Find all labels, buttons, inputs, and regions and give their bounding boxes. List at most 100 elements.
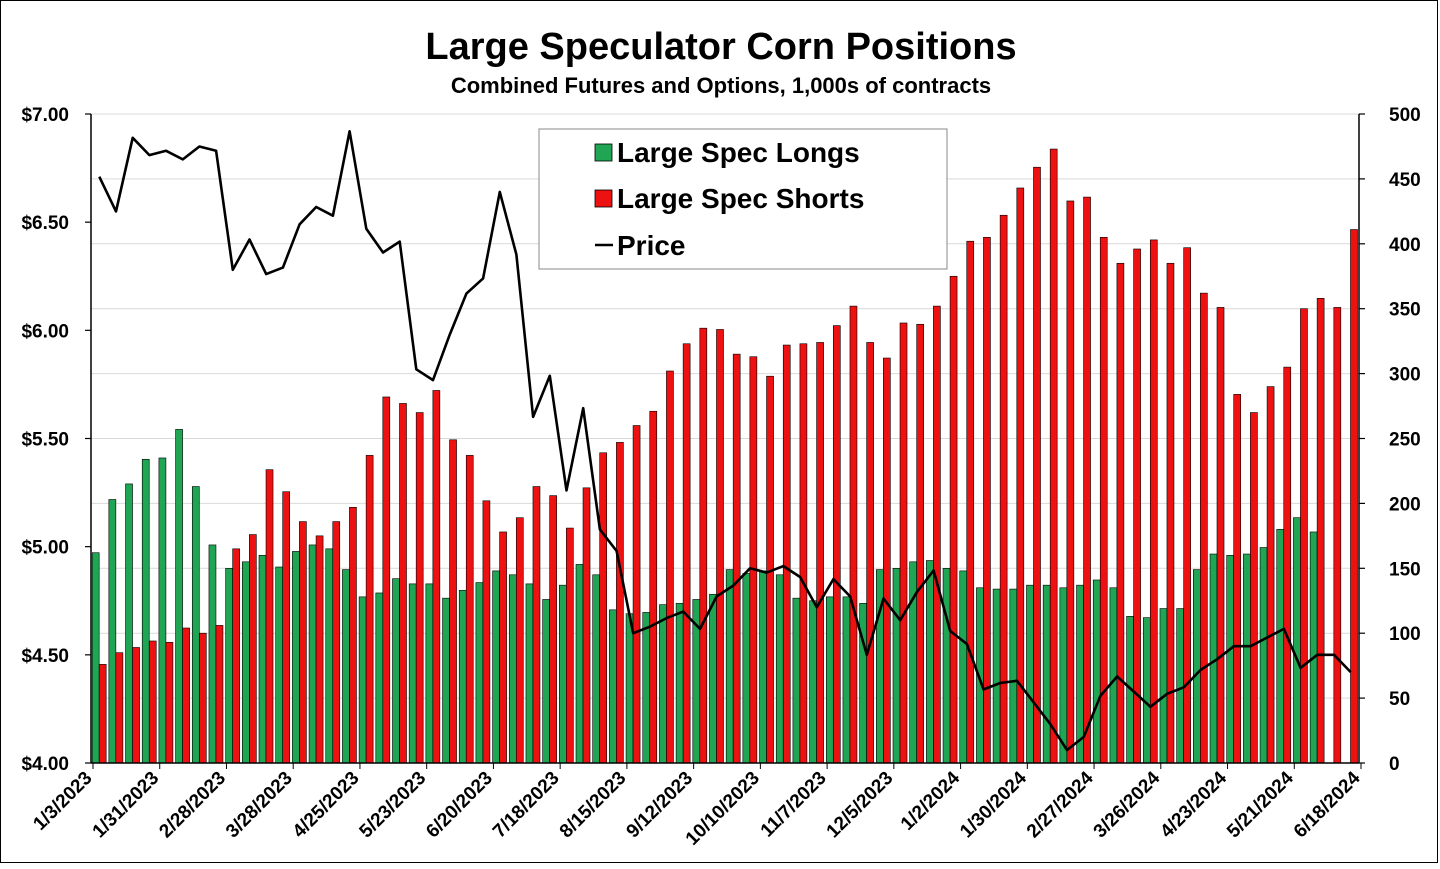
right-tick-label: 300	[1389, 365, 1421, 386]
bar-longs	[775, 574, 784, 764]
bar-shorts	[966, 240, 975, 764]
bar-longs	[108, 499, 117, 764]
bar-shorts	[866, 342, 874, 764]
bar-longs	[1042, 584, 1051, 764]
bar-longs	[458, 590, 467, 764]
bar-shorts	[1149, 239, 1158, 764]
bar-shorts	[849, 305, 858, 764]
bar-shorts	[165, 641, 174, 764]
bar-shorts	[1283, 366, 1292, 764]
bar-longs	[842, 596, 851, 764]
bar-longs	[1259, 547, 1268, 764]
left-tick-label: $5.00	[21, 538, 69, 559]
x-tick-label: 4/25/2023	[289, 768, 364, 843]
x-tick-label: 1/30/2024	[956, 767, 1031, 842]
bar-shorts	[1166, 262, 1175, 764]
bar-shorts	[599, 452, 608, 764]
bar-shorts	[732, 353, 741, 764]
bar-shorts	[916, 323, 925, 764]
bar-longs	[125, 483, 133, 764]
bar-longs	[792, 597, 801, 764]
bar-shorts	[566, 527, 574, 764]
bar-longs	[725, 569, 734, 764]
bar-longs	[892, 567, 901, 764]
bar-shorts	[666, 370, 674, 764]
bar-longs	[575, 564, 584, 764]
bar-longs	[1026, 584, 1034, 764]
bar-shorts	[249, 534, 257, 764]
left-tick-label: $4.00	[21, 754, 69, 775]
bar-longs	[1243, 553, 1251, 764]
bar-shorts	[649, 410, 658, 764]
bar-shorts	[282, 491, 291, 764]
bar-shorts	[816, 342, 824, 764]
legend-label-price: Price	[617, 230, 686, 261]
bar-longs	[392, 578, 400, 764]
right-tick-label: 100	[1389, 624, 1421, 645]
x-tick-label: 1/3/2023	[29, 768, 96, 835]
bar-shorts	[515, 517, 524, 764]
x-tick-label: 12/5/2023	[823, 768, 898, 843]
bar-shorts	[382, 396, 391, 764]
bar-longs	[1109, 587, 1118, 764]
bar-shorts	[1033, 166, 1041, 764]
bar-longs	[559, 584, 567, 764]
chart-legend: Large Spec Longs Large Spec Shorts Price	[538, 128, 948, 270]
bar-shorts	[933, 305, 941, 764]
bar-shorts	[1350, 229, 1358, 764]
bar-series	[91, 148, 1358, 764]
bar-longs	[358, 596, 367, 764]
right-tick-label: 0	[1389, 754, 1400, 775]
bar-longs	[709, 593, 717, 764]
bar-shorts	[265, 469, 274, 764]
bar-shorts	[782, 344, 791, 764]
bar-shorts	[1133, 248, 1141, 764]
left-tick-label: $5.50	[21, 430, 69, 451]
bar-shorts	[349, 506, 357, 764]
bar-longs	[525, 583, 534, 764]
right-tick-label: 350	[1389, 300, 1421, 321]
x-tick-label: 5/21/2024	[1223, 767, 1298, 842]
bar-shorts	[1266, 386, 1275, 764]
bar-longs	[225, 567, 233, 764]
bar-longs	[992, 588, 1001, 764]
bar-shorts	[98, 664, 107, 764]
bar-longs	[508, 574, 517, 764]
bar-shorts	[1049, 148, 1058, 764]
bar-longs	[342, 569, 350, 764]
bar-longs	[592, 574, 601, 764]
x-axis-ticks: 1/3/20231/31/20232/28/20233/28/20234/25/…	[29, 763, 1365, 850]
bar-shorts	[1016, 187, 1025, 764]
bar-shorts	[1316, 298, 1325, 764]
bar-longs	[1293, 517, 1301, 764]
x-tick-label: 3/28/2023	[222, 768, 297, 843]
bar-shorts	[299, 521, 307, 764]
right-tick-label: 200	[1389, 494, 1421, 515]
x-tick-label: 4/23/2024	[1156, 767, 1231, 842]
bar-shorts	[949, 275, 958, 764]
right-tick-label: 150	[1389, 559, 1421, 580]
bar-shorts	[332, 521, 341, 764]
bar-shorts	[1300, 308, 1308, 764]
left-tick-label: $6.00	[21, 321, 69, 342]
x-tick-label: 6/20/2023	[422, 768, 497, 843]
left-tick-label: $6.50	[21, 213, 69, 234]
bar-shorts	[682, 343, 691, 764]
right-tick-label: 400	[1389, 235, 1421, 256]
bar-shorts	[482, 500, 491, 764]
bar-shorts	[532, 486, 541, 764]
x-tick-label: 1/31/2023	[89, 768, 164, 843]
bar-longs	[191, 486, 200, 764]
bar-longs	[1309, 531, 1318, 764]
bar-shorts	[465, 455, 474, 764]
bar-longs	[91, 552, 100, 764]
bar-longs	[1092, 579, 1101, 764]
bar-longs	[258, 555, 267, 764]
bar-longs	[242, 561, 250, 764]
bar-shorts	[999, 214, 1008, 764]
bar-longs	[1276, 529, 1285, 764]
bar-longs	[475, 582, 484, 764]
bar-longs	[208, 544, 217, 764]
chart-title: Large Speculator Corn Positions	[425, 26, 1016, 68]
